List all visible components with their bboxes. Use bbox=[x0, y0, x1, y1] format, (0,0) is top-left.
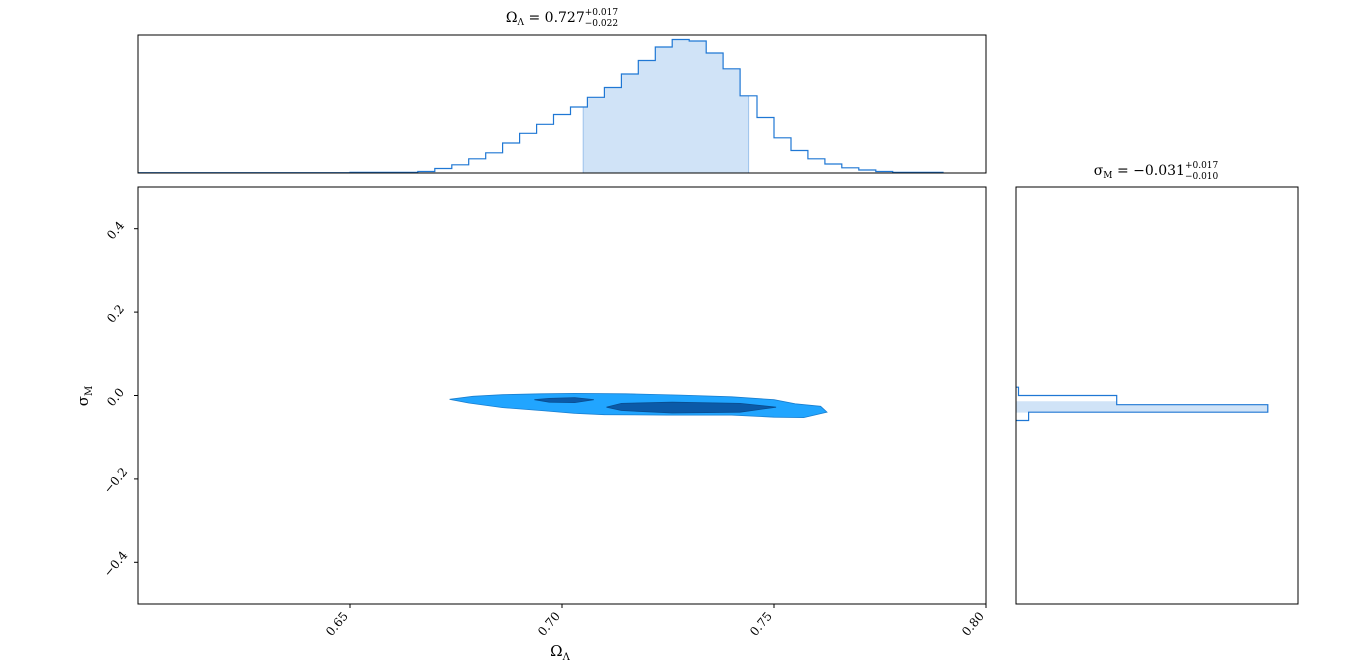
y-tick-label: 0.2 bbox=[104, 302, 127, 326]
inner-contour-regions bbox=[534, 397, 777, 414]
top-shaded-area bbox=[583, 39, 749, 173]
top-histogram-step-line bbox=[138, 38, 944, 174]
y-tick-label: 0.4 bbox=[104, 218, 127, 242]
y-axis-ticks: 0.4 0.2 0.0 −0.2 −0.4 bbox=[101, 218, 138, 580]
x-axis-ticks: 0.65 0.70 0.75 0.80 bbox=[323, 604, 987, 639]
inner-contour-region-2 bbox=[606, 401, 777, 414]
right-histogram-step-line bbox=[1016, 386, 1269, 422]
top-marginal-panel: ΩΛ = 0.727+0.017 −0.022 bbox=[137, 8, 987, 174]
top-credible-interval-fill bbox=[582, 39, 750, 173]
x-tick-label: 0.75 bbox=[747, 609, 775, 638]
x-axis-label: ΩΛ bbox=[550, 642, 570, 663]
y-axis-label: σM bbox=[74, 386, 95, 407]
right-credible-interval-fill bbox=[1016, 401, 1268, 413]
right-marginal-frame bbox=[1015, 186, 1299, 605]
joint-contour-panel: 0.65 0.70 0.75 0.80 0.4 0.2 0.0 −0.2 −0.4 ΩΛ σM bbox=[74, 186, 987, 663]
y-tick-label: 0.0 bbox=[104, 385, 127, 409]
y-tick-label: −0.4 bbox=[101, 548, 131, 580]
top-marginal-title: ΩΛ = 0.727+0.017 −0.022 bbox=[506, 8, 618, 29]
x-tick-label: 0.65 bbox=[323, 609, 351, 638]
x-tick-label: 0.80 bbox=[959, 609, 987, 638]
top-marginal-frame bbox=[137, 34, 987, 174]
right-marginal-panel: σM = −0.031+0.017 −0.010 bbox=[1015, 161, 1299, 605]
inner-contour-region-1 bbox=[534, 397, 594, 404]
y-tick-label: −0.2 bbox=[101, 465, 130, 496]
x-tick-label: 0.70 bbox=[535, 609, 563, 638]
right-marginal-title: σM = −0.031+0.017 −0.010 bbox=[1094, 161, 1219, 182]
right-shaded-area bbox=[1016, 401, 1268, 413]
